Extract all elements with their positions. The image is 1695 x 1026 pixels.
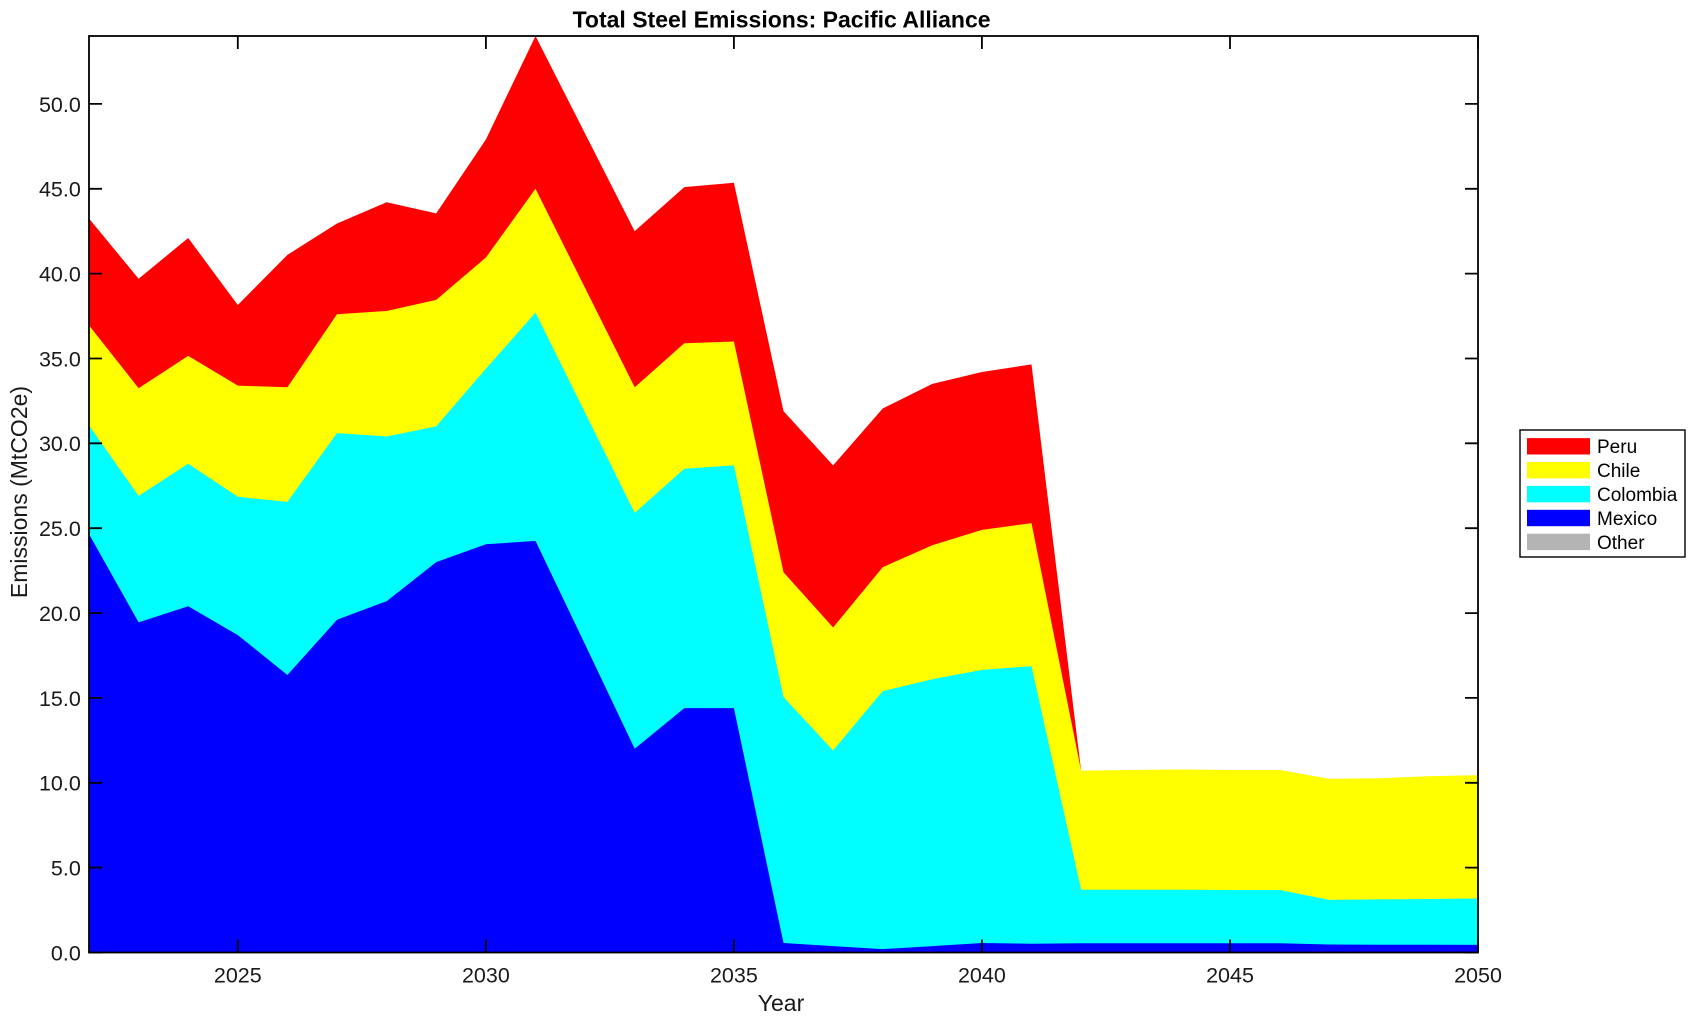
- svg-text:40.0: 40.0: [39, 263, 81, 287]
- svg-text:0.0: 0.0: [51, 941, 81, 965]
- svg-text:5.0: 5.0: [51, 857, 81, 881]
- svg-text:Chile: Chile: [1597, 461, 1640, 482]
- svg-text:45.0: 45.0: [39, 178, 81, 202]
- svg-text:10.0: 10.0: [39, 772, 81, 796]
- svg-text:Colombia: Colombia: [1597, 485, 1678, 506]
- svg-text:2050: 2050: [1454, 964, 1502, 988]
- svg-text:Year: Year: [758, 990, 805, 1016]
- svg-text:50.0: 50.0: [39, 93, 81, 117]
- svg-text:Total Steel Emissions: Pacific: Total Steel Emissions: Pacific Alliance: [573, 6, 991, 32]
- svg-text:2025: 2025: [214, 964, 262, 988]
- svg-text:15.0: 15.0: [39, 687, 81, 711]
- svg-text:30.0: 30.0: [39, 432, 81, 456]
- svg-text:2045: 2045: [1206, 964, 1254, 988]
- svg-text:2040: 2040: [958, 964, 1006, 988]
- svg-text:2035: 2035: [710, 964, 758, 988]
- svg-text:25.0: 25.0: [39, 517, 81, 541]
- svg-text:Other: Other: [1597, 533, 1645, 554]
- svg-text:2030: 2030: [462, 964, 510, 988]
- svg-text:Mexico: Mexico: [1597, 509, 1657, 530]
- svg-text:35.0: 35.0: [39, 347, 81, 371]
- svg-text:Peru: Peru: [1597, 437, 1637, 458]
- svg-text:20.0: 20.0: [39, 602, 81, 626]
- svg-text:Emissions (MtCO2e): Emissions (MtCO2e): [6, 386, 32, 598]
